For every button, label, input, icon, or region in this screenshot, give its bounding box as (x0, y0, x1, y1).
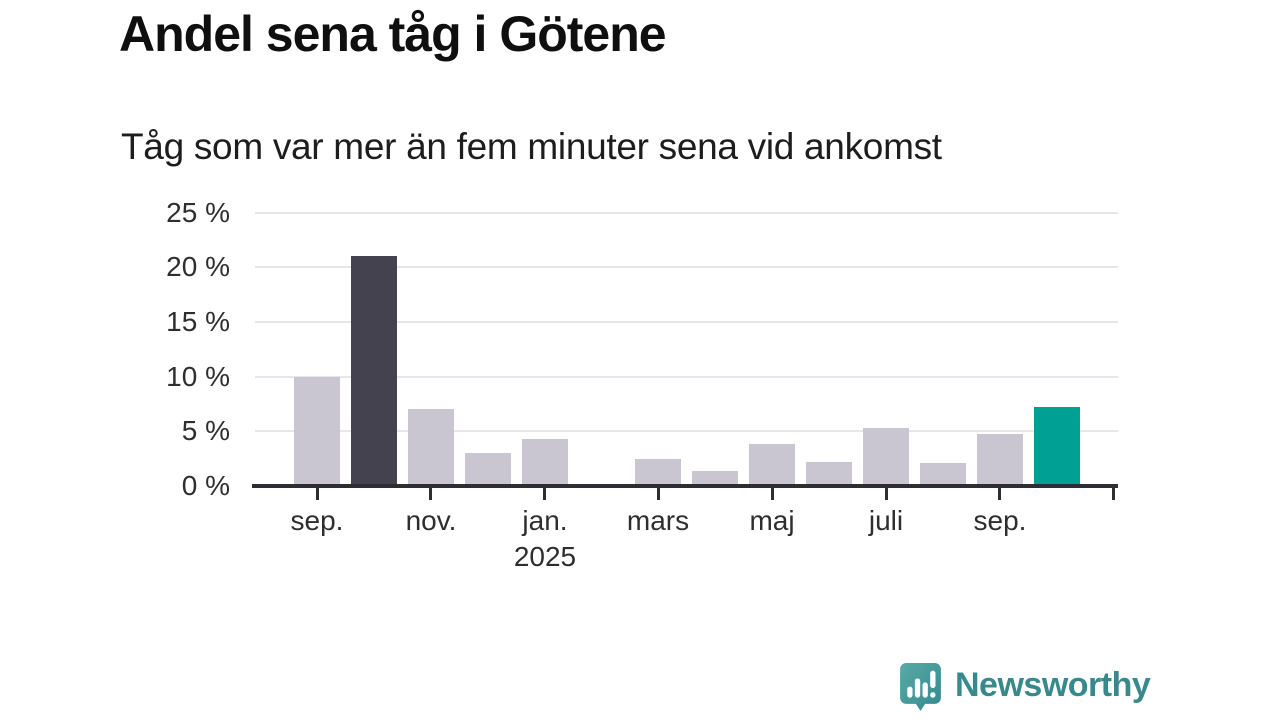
bar (977, 434, 1023, 486)
newsworthy-logo: Newsworthy (898, 662, 1151, 713)
bar (863, 428, 909, 486)
bar (635, 459, 681, 486)
x-tick-mark (657, 486, 660, 500)
x-tick-mark (543, 486, 546, 500)
bar (920, 463, 966, 486)
x-tick-label: juli (868, 505, 904, 536)
y-tick-label: 0 % (181, 470, 230, 501)
x-tick-mark (885, 486, 888, 500)
x-tick-mark (316, 486, 319, 500)
x-tick-label: sep. (290, 505, 344, 536)
bar (351, 256, 397, 486)
y-tick-label: 5 % (181, 415, 230, 446)
x-tick-label: jan. (522, 505, 568, 536)
bar (692, 471, 738, 486)
y-tick-label: 25 % (166, 197, 230, 228)
x-tick-label: nov. (405, 505, 457, 536)
gridline (255, 321, 1118, 323)
bar (465, 453, 511, 486)
x-axis-line (252, 484, 1118, 488)
x-tick-mark (1112, 486, 1115, 500)
x-tick-label: maj (749, 505, 795, 536)
x-tick-sublabel: 2025 (513, 541, 577, 572)
newsworthy-wordmark: Newsworthy (955, 665, 1151, 704)
gridline (255, 266, 1118, 268)
bar (806, 462, 852, 486)
bar (1034, 407, 1080, 486)
y-tick-label: 10 % (166, 361, 230, 392)
bar (522, 439, 568, 486)
x-tick-label: sep. (973, 505, 1027, 536)
gridline (255, 376, 1118, 378)
x-tick-mark (429, 486, 432, 500)
gridline (255, 212, 1118, 214)
bar (294, 377, 340, 486)
x-tick-mark (998, 486, 1001, 500)
newsworthy-bubble-chart-icon (900, 663, 941, 711)
chart-subtitle: Tåg som var mer än fem minuter sena vid … (121, 126, 942, 167)
bar (749, 444, 795, 486)
bar (408, 409, 454, 486)
x-tick-label: mars (626, 505, 690, 536)
chart-title: Andel sena tåg i Götene (119, 6, 667, 62)
gridline (255, 430, 1118, 432)
y-tick-label: 15 % (166, 306, 230, 337)
x-tick-mark (771, 486, 774, 500)
y-tick-label: 20 % (166, 251, 230, 282)
